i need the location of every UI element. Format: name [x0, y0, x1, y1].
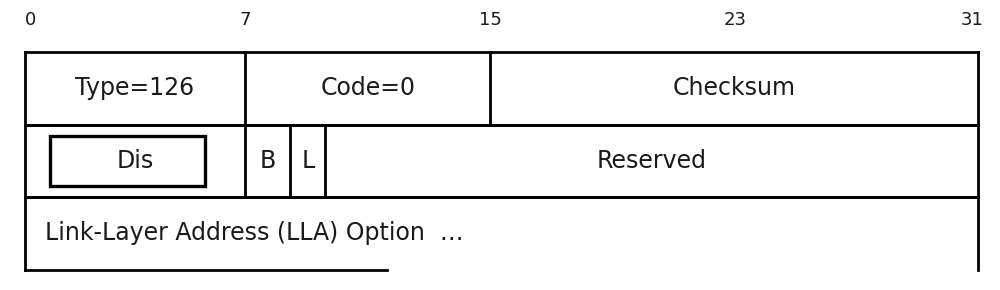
Text: 31: 31: [961, 11, 983, 29]
Text: Type=126: Type=126: [75, 77, 195, 100]
Bar: [50, 136, 205, 186]
Text: Reserved: Reserved: [597, 149, 707, 173]
Text: Link-Layer Address (LLA) Option  …: Link-Layer Address (LLA) Option …: [45, 222, 464, 245]
Text: 7: 7: [239, 11, 251, 29]
Text: Code=0: Code=0: [320, 77, 416, 100]
Text: B: B: [260, 149, 276, 173]
Text: 23: 23: [724, 11, 746, 29]
Text: Dis: Dis: [116, 149, 154, 173]
Text: Checksum: Checksum: [672, 77, 796, 100]
Text: 15: 15: [479, 11, 501, 29]
Text: 0: 0: [24, 11, 36, 29]
Text: L: L: [301, 149, 315, 173]
